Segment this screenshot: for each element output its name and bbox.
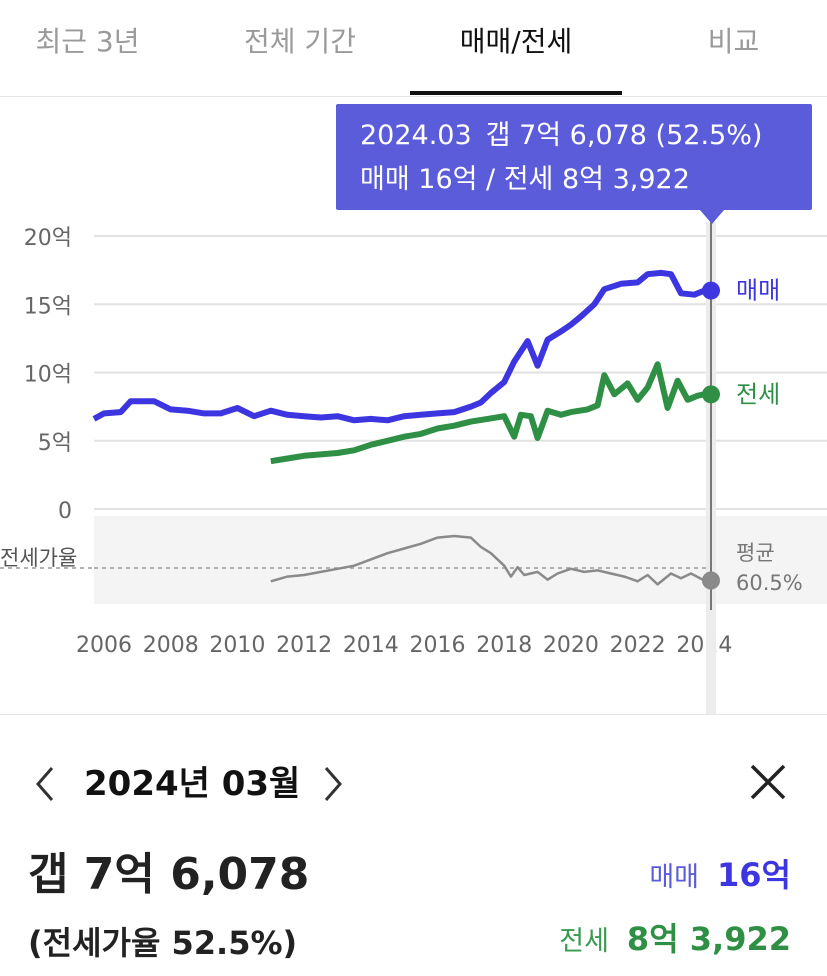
- active-tab-indicator: [410, 91, 622, 95]
- prev-month-button[interactable]: [26, 762, 66, 806]
- sale-point-marker: [702, 281, 720, 300]
- x-tick-label: 2016: [410, 633, 466, 658]
- x-tick-label: 2018: [476, 633, 532, 658]
- x-tick-label: 2024: [676, 633, 732, 658]
- ratio-point-marker: [702, 571, 720, 590]
- period-tabs: 최근 3년 전체 기간 매매/전세 비교: [0, 0, 827, 97]
- tooltip-pointer: [700, 210, 724, 224]
- jeonse-point-marker: [702, 385, 720, 404]
- tooltip-line-1: 2024.03 갭 7억 6,078 (52.5%): [360, 114, 812, 158]
- tab-compare[interactable]: 비교: [707, 25, 760, 58]
- x-axis-ticks: 2006 2008 2010 2012 2014 2016 2018 2020 2022 2024: [76, 633, 732, 658]
- section-divider: [0, 714, 827, 715]
- tooltip-line-2: 매매 16억 / 전세 8억 3,922: [360, 164, 690, 195]
- x-tick-label: 2008: [143, 633, 199, 658]
- chart-tooltip: 2024.03 갭 7억 6,078 (52.5%) 매매 16억 / 전세 8억…: [336, 104, 812, 210]
- chevron-right-icon: [324, 767, 342, 801]
- ratio-average-value: 60.5%: [736, 571, 803, 595]
- price-chart[interactable]: 20억 15억 10억 5억 0 2006 2008 2010 2012 2014 2016 201…: [0, 96, 827, 714]
- tab-recent-3y[interactable]: 최근 3년: [35, 25, 140, 58]
- tooltip-gap: 갭 7억 6,078 (52.5%): [485, 120, 763, 151]
- gap-amount: 갭 7억 6,078: [28, 849, 310, 900]
- x-tick-label: 2012: [276, 633, 332, 658]
- jeonse-summary-value: 8억 3,922: [626, 920, 791, 958]
- y-tick-label: 15억: [24, 294, 72, 319]
- tab-sale-jeonse[interactable]: 매매/전세: [459, 25, 573, 58]
- ratio-band-background: [94, 516, 827, 604]
- x-tick-label: 2014: [343, 633, 399, 658]
- tab-all-period[interactable]: 전체 기간: [244, 25, 356, 58]
- series-end-label-jeonse: 전세: [736, 380, 780, 408]
- tooltip-date: 2024.03: [360, 120, 472, 151]
- x-tick-label: 2006: [76, 633, 132, 658]
- y-tick-label: 10억: [24, 363, 72, 388]
- close-icon: [750, 764, 786, 800]
- sale-summary-label: 매매: [649, 862, 700, 893]
- sale-summary: 매매 16억: [649, 850, 791, 896]
- grid-lines: [94, 235, 827, 510]
- ratio-axis-label: 전세가율: [0, 546, 77, 570]
- ratio-average-label: 평균: [736, 541, 775, 565]
- selected-month-title: 2024년 03월: [84, 764, 301, 804]
- sale-summary-value: 16억: [717, 856, 791, 894]
- y-tick-label: 5억: [38, 431, 72, 456]
- jeonse-summary: 전세 8억 3,922: [559, 914, 791, 960]
- x-tick-label: 2020: [543, 633, 599, 658]
- next-month-button[interactable]: [312, 762, 352, 806]
- chevron-left-icon: [36, 767, 54, 801]
- y-tick-label: 20억: [24, 226, 72, 251]
- series-line-ratio: [270, 534, 711, 586]
- series-line-sale: [92, 269, 711, 424]
- jeonse-ratio-summary: (전세가율 52.5%): [28, 924, 298, 962]
- y-axis-ticks: 20억 15억 10억 5억 0: [24, 226, 72, 524]
- series-end-label-sale: 매매: [736, 277, 780, 305]
- close-button[interactable]: [746, 760, 790, 804]
- series-line-jeonse: [270, 361, 711, 465]
- x-tick-label: 2010: [209, 633, 265, 658]
- y-tick-label: 0: [58, 499, 72, 524]
- x-tick-label: 2022: [610, 633, 666, 658]
- jeonse-summary-label: 전세: [559, 926, 609, 957]
